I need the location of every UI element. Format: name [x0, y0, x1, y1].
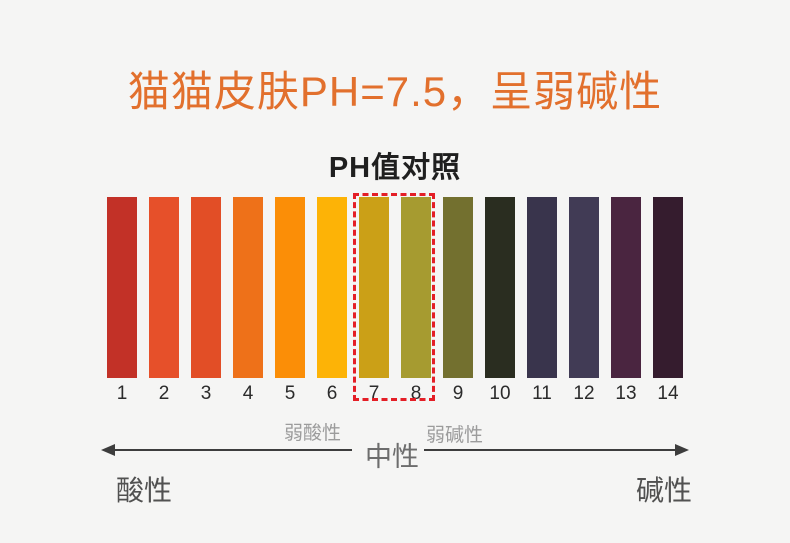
ph-bar-2: 2: [149, 197, 179, 405]
ph-bar-swatch-12: [569, 197, 599, 378]
ph-bar-label-13: 13: [615, 383, 637, 404]
ph-bar-4: 4: [233, 197, 263, 405]
ph-bar-swatch-9: [443, 197, 473, 378]
ph-bar-swatch-1: [107, 197, 137, 378]
ph-bar-5: 5: [275, 197, 305, 405]
chart-title: PH值对照: [328, 152, 462, 184]
neutral-label: 中性: [365, 442, 419, 472]
right-arrowhead-icon: [675, 444, 689, 456]
ph-bar-label-11: 11: [532, 383, 552, 404]
ph-bar-swatch-4: [233, 197, 263, 378]
ph-bar-label-2: 2: [158, 383, 170, 404]
ph-bar-13: 13: [611, 197, 641, 405]
ph-bar-label-4: 4: [242, 383, 254, 404]
alkali-label: 碱性: [636, 475, 693, 506]
ph-bar-swatch-8: [401, 197, 431, 378]
ph-bar-label-9: 9: [452, 383, 464, 404]
left-arrowhead-icon: [101, 444, 115, 456]
ph-bar-swatch-5: [275, 197, 305, 378]
ph-bar-8: 8: [401, 197, 431, 405]
ph-bar-label-1: 1: [116, 383, 128, 404]
ph-bar-swatch-6: [317, 197, 347, 378]
ph-bar-swatch-13: [611, 197, 641, 378]
ph-bar-swatch-10: [485, 197, 515, 378]
ph-bar-1: 1: [107, 197, 137, 405]
ph-bar-label-12: 12: [573, 383, 595, 404]
ph-bar-label-5: 5: [284, 383, 296, 404]
weak-alkali-label: 弱碱性: [426, 425, 484, 446]
acid-label: 酸性: [116, 475, 173, 506]
ph-bar-9: 9: [443, 197, 473, 405]
ph-scale-bars: 1 2 3 4 5 6 7 8 9 10 11 12 13 14: [107, 193, 683, 405]
ph-bar-swatch-11: [527, 197, 557, 378]
axis-line-left: [112, 449, 352, 451]
ph-bar-swatch-7: [359, 197, 389, 378]
ph-bar-12: 12: [569, 197, 599, 405]
ph-bar-3: 3: [191, 197, 221, 405]
ph-bar-label-8: 8: [410, 383, 422, 404]
weak-acid-label: 弱酸性: [284, 423, 342, 444]
ph-bar-label-6: 6: [326, 383, 338, 404]
ph-bar-10: 10: [485, 197, 515, 405]
ph-bar-14: 14: [653, 197, 683, 405]
axis-line-right: [424, 449, 676, 451]
ph-bar-label-7: 7: [368, 383, 380, 404]
ph-bar-swatch-2: [149, 197, 179, 378]
page-title: 猫猫皮肤PH=7.5，呈弱碱性: [127, 68, 663, 115]
ph-bar-6: 6: [317, 197, 347, 405]
ph-bar-11: 11: [527, 197, 557, 405]
ph-bar-7: 7: [359, 197, 389, 405]
ph-bar-swatch-14: [653, 197, 683, 378]
ph-bar-label-14: 14: [657, 383, 679, 404]
ph-bar-label-10: 10: [489, 383, 511, 404]
ph-bar-swatch-3: [191, 197, 221, 378]
ph-bar-label-3: 3: [200, 383, 212, 404]
